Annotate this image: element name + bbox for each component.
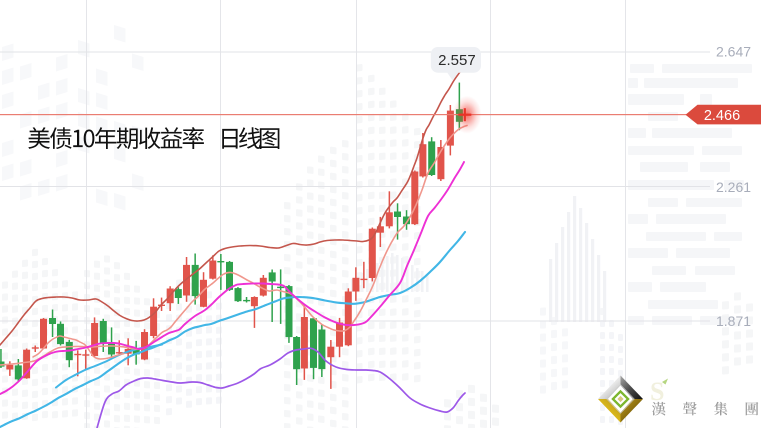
svg-text:2.647: 2.647 xyxy=(716,44,751,60)
svg-text:2.466: 2.466 xyxy=(704,108,740,124)
svg-text:2.261: 2.261 xyxy=(716,179,751,195)
svg-text:1.871: 1.871 xyxy=(716,313,751,329)
svg-text:2.557: 2.557 xyxy=(438,52,476,69)
svg-text:S: S xyxy=(650,377,664,406)
